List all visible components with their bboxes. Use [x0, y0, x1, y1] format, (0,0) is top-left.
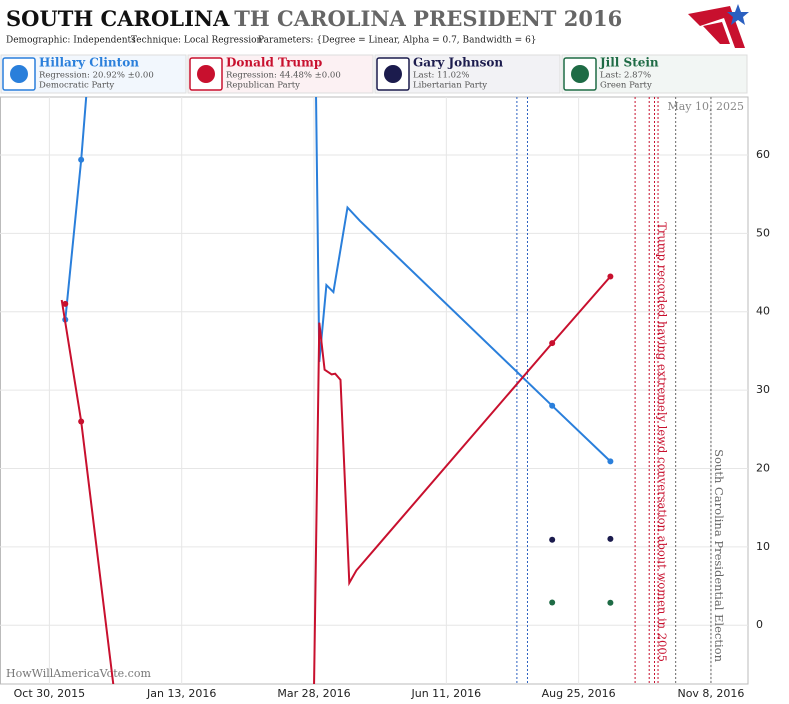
- y-tick-label: 50: [756, 226, 770, 239]
- date-stamp: May 10, 2025: [667, 100, 744, 113]
- x-tick-label: Aug 25, 2016: [542, 687, 616, 700]
- subtitle: Demographic: Independents: [6, 36, 136, 46]
- y-tick-label: 40: [756, 305, 770, 318]
- x-tick-label: Jan 13, 2016: [146, 687, 216, 700]
- poll-point: [607, 535, 614, 542]
- poll-point: [78, 418, 85, 425]
- subtitle: Parameters: {Degree = Linear, Alpha = 0.…: [258, 36, 537, 46]
- poll-point: [607, 273, 614, 280]
- y-tick-label: 0: [756, 618, 763, 631]
- poll-point: [62, 300, 69, 307]
- poll-point: [549, 536, 556, 543]
- event-label: Trump recorded having extremely lewd con…: [656, 222, 670, 662]
- title-main: SOUTH CAROLINA: [6, 6, 230, 31]
- legend-name: Donald Trump: [226, 56, 322, 70]
- title: SOUTH CAROLINA TH CAROLINA PRESIDENT 2016: [6, 6, 622, 31]
- y-tick-label: 30: [756, 383, 770, 396]
- y-tick-label: 20: [756, 461, 770, 474]
- subtitle: Technique: Local Regression: [131, 36, 262, 46]
- trend-line: [64, 97, 612, 463]
- y-tick-label: 60: [756, 148, 770, 161]
- legend-detail: Regression: 44.48% ±0.00: [226, 71, 341, 81]
- watermark: HowWillAmericaVote.com: [6, 667, 151, 680]
- poll-point: [549, 402, 556, 409]
- legend-detail: Last: 11.02%: [413, 71, 469, 81]
- legend-name: Jill Stein: [599, 56, 659, 70]
- legend-icon-glyph: [384, 65, 402, 83]
- poll-point: [549, 599, 556, 606]
- legend-party: Democratic Party: [39, 81, 114, 91]
- legend-party: Republican Party: [226, 81, 300, 91]
- legend-party: Green Party: [600, 81, 652, 91]
- x-tick-label: Jun 11, 2016: [410, 687, 481, 700]
- y-tick-label: 10: [756, 540, 770, 553]
- poll-point: [607, 458, 614, 465]
- logo: [688, 4, 749, 48]
- legend-icon-glyph: [197, 65, 215, 83]
- event-label: South Carolina Presidential Election: [712, 449, 726, 662]
- title-extra: TH CAROLINA PRESIDENT 2016: [234, 6, 622, 31]
- legend-name: Gary Johnson: [413, 56, 503, 70]
- x-tick-label: Oct 30, 2015: [14, 687, 86, 700]
- x-tick-label: Mar 28, 2016: [277, 687, 350, 700]
- poll-point: [607, 599, 614, 606]
- poll-point: [78, 156, 85, 163]
- x-tick-label: Nov 8, 2016: [677, 687, 744, 700]
- legend-detail: Last: 2.87%: [600, 71, 651, 81]
- legend-name: Hillary Clinton: [39, 56, 139, 70]
- legend-party: Libertarian Party: [413, 81, 487, 91]
- poll-point: [549, 340, 556, 347]
- plot-area: [60, 97, 614, 684]
- legend-icon-glyph: [571, 65, 589, 83]
- legend-detail: Regression: 20.92% ±0.00: [39, 71, 154, 81]
- legend-icon-glyph: [10, 65, 28, 83]
- trend-line: [60, 275, 612, 684]
